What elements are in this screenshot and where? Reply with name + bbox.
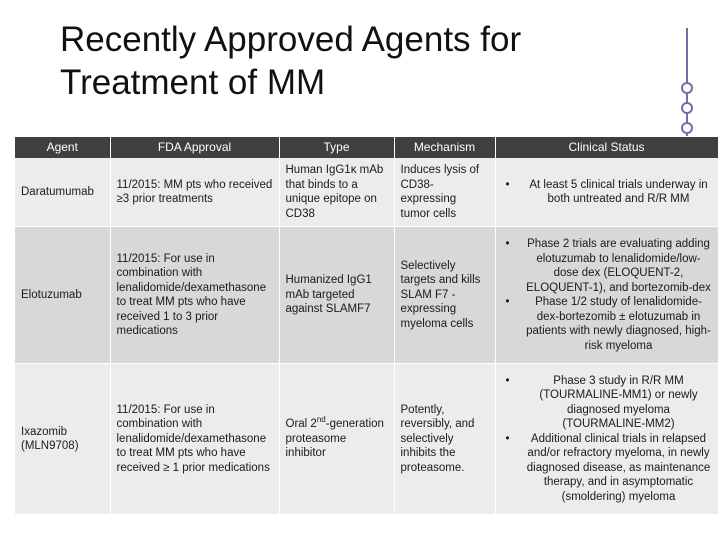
cell-status: • Phase 2 trials are evaluating adding el…: [495, 226, 719, 364]
header-agent: Agent: [15, 137, 111, 158]
cell-mechanism: Potently, reversibly, and selectively in…: [394, 363, 496, 515]
slide-title-line2: Treatment of MM: [60, 63, 326, 102]
cell-agent: Ixazomib (MLN9708): [15, 363, 111, 515]
status-list: • Phase 2 trials are evaluating adding el…: [502, 237, 712, 353]
cell-agent: Daratumumab: [15, 158, 111, 227]
cell-fda: 11/2015: For use in combination with len…: [110, 363, 280, 515]
table-header-row: Agent FDA Approval Type Mechanism Clinic…: [15, 137, 719, 158]
header-fda-approval: FDA Approval: [110, 137, 280, 158]
cell-type: Human IgG1κ mAb that binds to a unique e…: [279, 158, 395, 227]
decorative-circle-icon: [681, 82, 693, 94]
header-mechanism: Mechanism: [394, 137, 496, 158]
decorative-circle-icon: [681, 122, 693, 134]
status-text: At least 5 clinical trials underway in b…: [529, 178, 708, 206]
slide-title: Recently Approved Agents for Treatment o…: [60, 18, 660, 104]
cell-type: Humanized IgG1 mAb targeted against SLAM…: [279, 226, 395, 364]
type-superscript: nd: [316, 415, 326, 425]
cell-agent: Elotuzumab: [15, 226, 111, 364]
cell-status: • At least 5 clinical trials underway in …: [495, 158, 719, 227]
type-text-post: -generation proteasome inhibitor: [285, 418, 384, 460]
status-list: • Phase 3 study in R/R MM (TOURMALINE-MM1…: [502, 374, 712, 505]
status-text: Phase 1/2 study of lenalidomide-dex-bort…: [526, 296, 711, 352]
list-item: • Phase 3 study in R/R MM (TOURMALINE-MM1…: [502, 374, 712, 432]
cell-fda: 11/2015: MM pts who received ≥3 prior tr…: [110, 158, 280, 227]
header-clinical-status: Clinical Status: [495, 137, 719, 158]
bullet-icon: •: [505, 374, 510, 387]
table-row-elotuzumab: Elotuzumab 11/2015: For use in combinati…: [15, 226, 719, 364]
status-text: Phase 3 study in R/R MM (TOURMALINE-MM1)…: [539, 374, 698, 431]
list-item: • Phase 1/2 study of lenalidomide-dex-bor…: [502, 295, 712, 353]
status-list: • At least 5 clinical trials underway in …: [502, 178, 712, 207]
list-item: • Additional clinical trials in relapsed …: [502, 432, 712, 505]
bullet-icon: •: [505, 178, 510, 191]
table-row-daratumumab: Daratumumab 11/2015: MM pts who received…: [15, 158, 719, 227]
header-type: Type: [279, 137, 395, 158]
slide-title-line1: Recently Approved Agents for: [60, 20, 522, 59]
bullet-icon: •: [505, 238, 510, 250]
cell-type: Oral 2nd-generation proteasome inhibitor: [279, 363, 395, 515]
status-text: Additional clinical trials in relapsed a…: [526, 432, 711, 503]
list-item: • At least 5 clinical trials underway in …: [502, 178, 712, 207]
agents-table-container: Agent FDA Approval Type Mechanism Clinic…: [15, 137, 719, 515]
bullet-icon: •: [505, 296, 510, 308]
bullet-icon: •: [505, 432, 510, 445]
cell-mechanism: Induces lysis of CD38-expressing tumor c…: [394, 158, 496, 227]
table-row-ixazomib: Ixazomib (MLN9708) 11/2015: For use in c…: [15, 363, 719, 515]
cell-mechanism: Selectively targets and kills SLAM F7 -e…: [394, 226, 496, 364]
list-item: • Phase 2 trials are evaluating adding el…: [502, 237, 712, 295]
cell-status: • Phase 3 study in R/R MM (TOURMALINE-MM1…: [495, 363, 719, 515]
left-rail: [0, 0, 44, 118]
type-text-pre: Oral 2: [285, 418, 317, 431]
cell-fda: 11/2015: For use in combination with len…: [110, 226, 280, 364]
agents-table: Agent FDA Approval Type Mechanism Clinic…: [15, 137, 719, 515]
decorative-circle-icon: [681, 102, 693, 114]
status-text: Phase 2 trials are evaluating adding elo…: [526, 238, 711, 294]
